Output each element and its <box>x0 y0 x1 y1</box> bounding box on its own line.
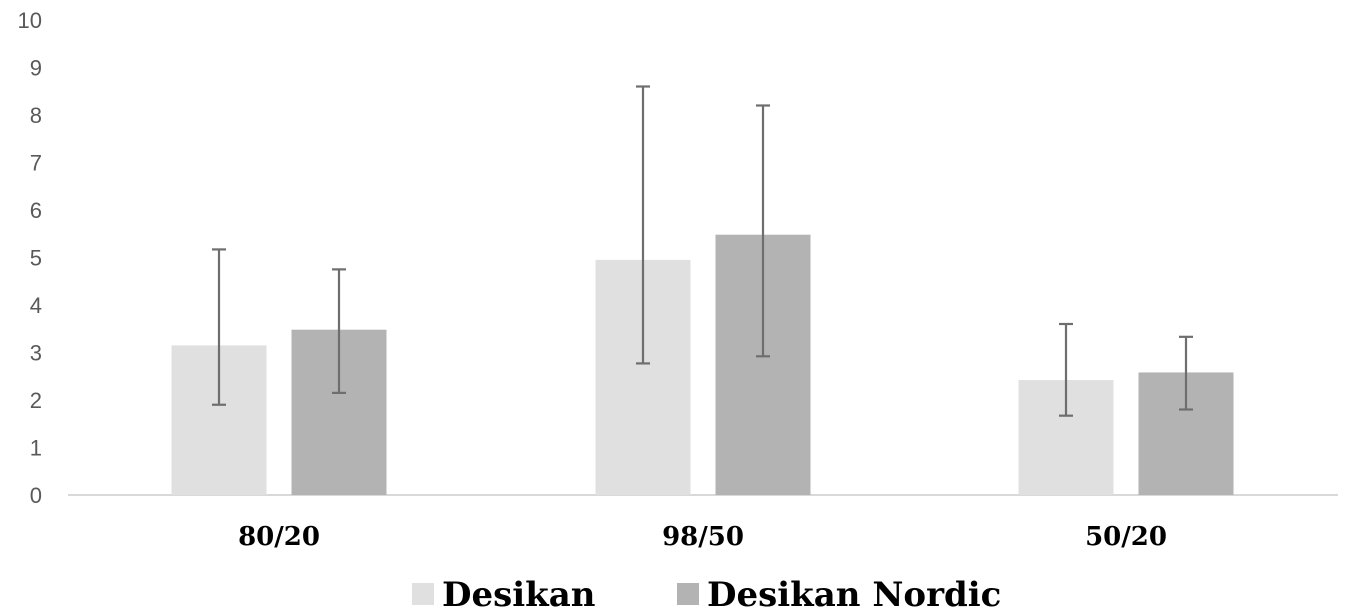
legend-swatch <box>412 583 434 605</box>
y-tick-label: 6 <box>30 198 42 223</box>
legend-label: Desikan Nordic <box>707 575 1001 613</box>
legend-swatch <box>677 583 699 605</box>
error-bar <box>212 248 226 406</box>
error-bar <box>1179 335 1193 411</box>
x-tick-label: 50/20 <box>1085 522 1167 552</box>
legend: Desikan Desikan Nordic <box>412 575 1001 613</box>
y-tick-label: 8 <box>30 103 42 128</box>
y-tick-label: 0 <box>30 483 42 508</box>
error-bars-group <box>212 85 1193 417</box>
y-tick-label: 1 <box>30 436 42 461</box>
y-tick-label: 5 <box>30 246 42 271</box>
y-tick-label: 9 <box>30 56 42 81</box>
y-tick-label: 10 <box>18 8 42 33</box>
y-tick-label: 4 <box>30 293 42 318</box>
y-tick-label: 7 <box>30 151 42 176</box>
error-bar <box>1059 322 1073 417</box>
x-tick-label: 98/50 <box>662 522 744 552</box>
legend-label: Desikan <box>442 575 595 613</box>
x-tick-label: 80/20 <box>238 522 320 552</box>
bars-group <box>171 234 1234 495</box>
y-tick-label: 2 <box>30 388 42 413</box>
error-bar <box>332 268 346 394</box>
y-tick-label: 3 <box>30 341 42 366</box>
x-axis-ticks: 80/20 98/50 50/20 <box>238 522 1167 552</box>
error-bar <box>636 85 650 365</box>
error-bar <box>756 104 770 358</box>
y-axis-ticks: 0 1 2 3 4 5 6 7 8 9 10 <box>18 8 42 508</box>
